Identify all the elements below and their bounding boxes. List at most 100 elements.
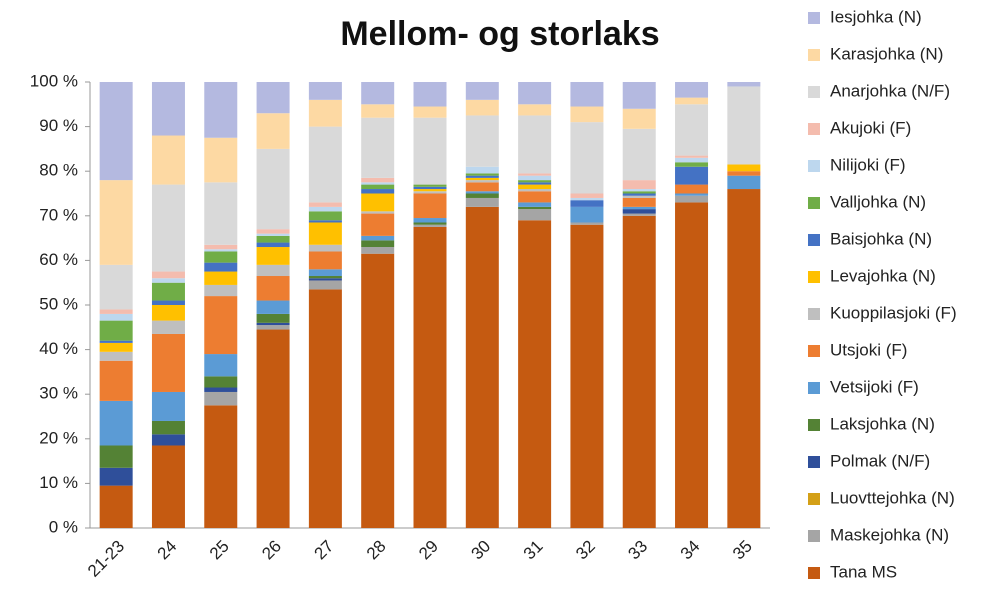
legend-swatch xyxy=(808,493,820,505)
bar-segment xyxy=(99,340,133,343)
bar-segment xyxy=(413,117,447,185)
bar-segment xyxy=(675,82,709,98)
bar-segment xyxy=(204,82,238,138)
bar-segment xyxy=(99,342,133,352)
bar-segment xyxy=(675,162,709,167)
bar-segment xyxy=(256,247,290,265)
bar-segment xyxy=(622,193,656,196)
bar-segment xyxy=(256,325,290,330)
x-tick-label: 24 xyxy=(154,537,181,564)
bar-segment xyxy=(151,320,185,334)
legend-label: Polmak (N/F) xyxy=(830,451,930,470)
legend-swatch xyxy=(808,419,820,431)
bar-segment xyxy=(465,82,499,100)
bar-segment xyxy=(308,276,342,279)
bar-segment xyxy=(99,82,133,181)
bar-segment xyxy=(413,218,447,223)
legend-swatch xyxy=(808,86,820,98)
bar-segment xyxy=(204,284,238,297)
bar-segment xyxy=(99,264,133,310)
bar-segment xyxy=(204,296,238,355)
y-tick-label: 50 % xyxy=(39,294,78,313)
bar-segment xyxy=(518,115,552,174)
legend-label: Vetsijoki (F) xyxy=(830,377,919,396)
bar-segment xyxy=(518,191,552,203)
y-tick-label: 20 % xyxy=(39,428,78,447)
y-tick-label: 80 % xyxy=(39,161,78,180)
bar-segment xyxy=(518,180,552,183)
bar-segment xyxy=(622,191,656,194)
x-tick-label: 29 xyxy=(415,537,442,564)
bar-segment xyxy=(675,193,709,196)
bar-segment xyxy=(361,193,395,212)
x-tick-label: 31 xyxy=(520,537,547,564)
bar-segment xyxy=(518,202,552,207)
bar-segment xyxy=(518,189,552,192)
legend-swatch xyxy=(808,234,820,246)
x-tick-label: 28 xyxy=(363,537,390,564)
bar-segment xyxy=(256,229,290,234)
bar-segment xyxy=(518,104,552,116)
bar-segment xyxy=(204,405,238,528)
bar-segment xyxy=(256,113,290,149)
bar-segment xyxy=(727,86,761,165)
bar-segment xyxy=(99,485,133,528)
bar-segment xyxy=(465,99,499,116)
bar-segment xyxy=(151,445,185,528)
bar-segment xyxy=(570,206,604,223)
bar-segment xyxy=(465,206,499,528)
bar-segment xyxy=(413,193,447,219)
x-tick-label: 34 xyxy=(677,537,704,564)
legend-swatch xyxy=(808,567,820,579)
bar-segment xyxy=(99,445,133,468)
legend-swatch xyxy=(808,160,820,172)
bar-segment xyxy=(308,202,342,207)
x-tick-label: 25 xyxy=(206,537,233,564)
legend-swatch xyxy=(808,530,820,542)
legend-label: Nilijoki (F) xyxy=(830,155,906,174)
bar-segment xyxy=(151,271,185,279)
bar-segment xyxy=(622,82,656,109)
bar-segment xyxy=(675,202,709,529)
bar-segment xyxy=(256,276,290,301)
bar-segment xyxy=(151,333,185,392)
chart-title: Mellom- og storlaks xyxy=(340,15,659,53)
bar-segment xyxy=(361,213,395,236)
legend-label: Maskejohka (N) xyxy=(830,525,949,544)
legend-label: Luovttejohka (N) xyxy=(830,488,955,507)
legend-label: Tana MS xyxy=(830,562,897,581)
bar-segment xyxy=(151,300,185,305)
bar-segment xyxy=(518,82,552,105)
legend-label: Anarjohka (N/F) xyxy=(830,81,950,100)
bar-segment xyxy=(518,173,552,176)
y-tick-label: 100 % xyxy=(30,71,78,90)
bar-segment xyxy=(361,247,395,254)
bar-segment xyxy=(361,253,395,528)
legend-label: Kuoppilasjoki (F) xyxy=(830,303,957,322)
bar-segment xyxy=(256,148,290,230)
bar-segment xyxy=(99,320,133,341)
bar-segment xyxy=(361,240,395,248)
bar-segment xyxy=(308,251,342,270)
bar-segment xyxy=(308,289,342,528)
bar-segment xyxy=(465,175,499,178)
bar-segment xyxy=(361,211,395,214)
bar-segment xyxy=(256,235,290,243)
y-tick-label: 90 % xyxy=(39,116,78,135)
bar-segment xyxy=(204,249,238,252)
legend-label: Karasjohka (N) xyxy=(830,44,943,63)
bar-segment xyxy=(518,209,552,221)
y-tick-label: 30 % xyxy=(39,384,78,403)
bar-segment xyxy=(570,197,604,201)
legend-label: Iesjohka (N) xyxy=(830,7,922,26)
bar-segment xyxy=(361,184,395,190)
legend-swatch xyxy=(808,308,820,320)
bar-segment xyxy=(413,184,447,187)
bar-segment xyxy=(308,222,342,245)
bar-segment xyxy=(675,195,709,203)
bar-segment xyxy=(675,184,709,194)
bar-segment xyxy=(727,171,761,176)
bar-segment xyxy=(151,434,185,446)
x-tick-label: 26 xyxy=(258,537,285,564)
